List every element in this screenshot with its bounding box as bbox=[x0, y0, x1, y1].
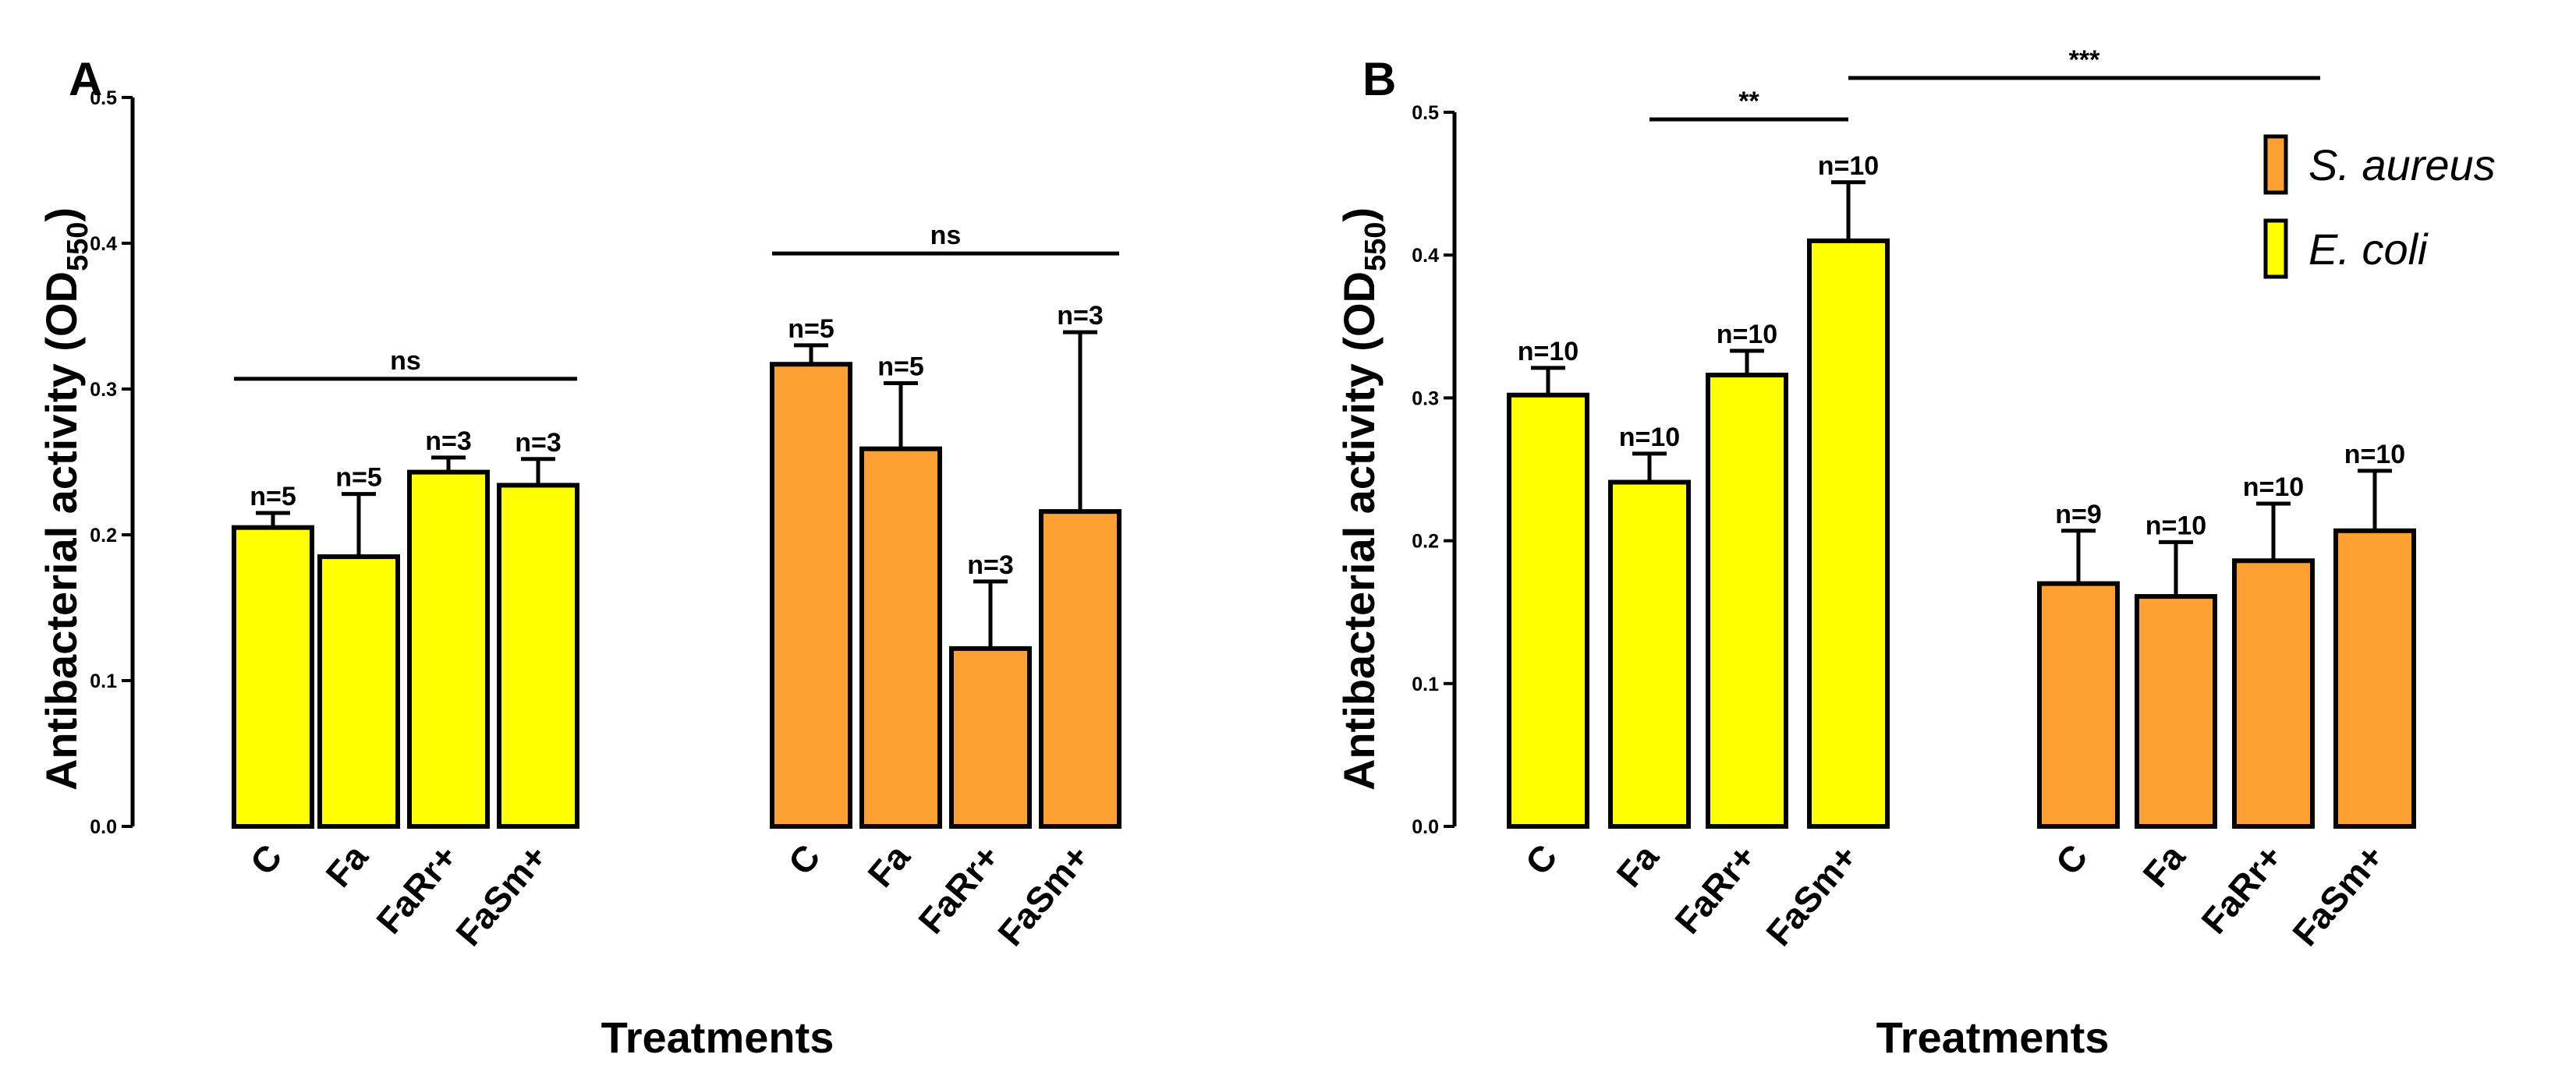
panel-a-significance-label: ns bbox=[390, 346, 421, 376]
panel-b-bar bbox=[2135, 594, 2217, 829]
panel-a-n-label: n=3 bbox=[967, 550, 1014, 580]
panel-a-bar bbox=[859, 446, 942, 829]
panel-b-x-tick-label: Fa bbox=[2135, 837, 2193, 895]
panel-b-bar bbox=[1507, 392, 1589, 829]
panel-b-x-tick-label: FaSm+ bbox=[1758, 837, 1866, 953]
panel-a-y-tick-label: 0.1 bbox=[90, 670, 117, 692]
panel-a-y-tick-label: 0.5 bbox=[90, 87, 117, 109]
panel-a-n-label: n=3 bbox=[425, 426, 472, 456]
panel-a-x-tick-label: FaSm+ bbox=[990, 837, 1097, 953]
panel-b-y-tick-label: 0.1 bbox=[1412, 674, 1439, 695]
panel-b-bar bbox=[2037, 581, 2120, 829]
panel-b-n-label: n=10 bbox=[2243, 472, 2304, 502]
panel-b-n-label: n=10 bbox=[2145, 511, 2206, 540]
panel-a-x-tick-label: C bbox=[780, 837, 827, 883]
panel-b-bar bbox=[1807, 238, 1890, 829]
panel-b-bar bbox=[2232, 558, 2315, 829]
panel-b-y-tick-label: 0.4 bbox=[1412, 245, 1439, 267]
panel-a-n-label: n=3 bbox=[515, 428, 562, 458]
panel-a-y-tick-label: 0.4 bbox=[90, 233, 117, 255]
panel-a-y-tick-label: 0.2 bbox=[90, 525, 117, 547]
panel-a-x-axis-title: Treatments bbox=[601, 1013, 834, 1062]
panel-a-n-label: n=3 bbox=[1057, 301, 1104, 331]
panel-b-n-label: n=10 bbox=[1518, 337, 1579, 366]
panel-b-x-tick-label: C bbox=[1517, 837, 1564, 883]
panel-b-x-tick-label: FaSm+ bbox=[2284, 837, 2392, 953]
panel-a-x-tick-label: FaSm+ bbox=[448, 837, 555, 953]
panel-b-x-tick-label: FaRr+ bbox=[2193, 837, 2290, 941]
panel-b-y-tick-label: 0.3 bbox=[1412, 387, 1439, 409]
panel-b-significance-label: *** bbox=[2069, 45, 2100, 75]
panel-a-bar bbox=[317, 554, 400, 829]
panel-b-n-label: n=10 bbox=[1818, 151, 1879, 181]
panel-a-bar bbox=[949, 646, 1032, 829]
panel-b-legend-label: E. coli bbox=[2308, 225, 2429, 274]
panel-a-x-tick-label: Fa bbox=[317, 837, 376, 895]
panel-b-bar bbox=[2333, 528, 2416, 829]
panel-a-x-tick-label: C bbox=[242, 837, 289, 883]
panel-a-bar bbox=[1039, 509, 1121, 830]
panel-a-y-tick-label: 0.3 bbox=[90, 379, 117, 401]
panel-b-y-tick-label: 0.0 bbox=[1412, 816, 1439, 838]
panel-a-letter: A bbox=[69, 53, 102, 105]
panel-b-x-tick-label: C bbox=[2047, 837, 2095, 883]
panel-a-bar bbox=[770, 362, 852, 829]
panel-a-n-label: n=5 bbox=[788, 314, 834, 344]
panel-b-bar bbox=[1706, 373, 1788, 829]
panel-a-y-tick-label: 0.0 bbox=[90, 816, 117, 838]
panel-a-n-label: n=5 bbox=[877, 352, 924, 382]
panel-b-legend-swatch bbox=[2263, 218, 2288, 279]
panel-a-bar bbox=[232, 525, 314, 830]
panel-a: A Antibacterial activity (OD550) Treatme… bbox=[37, 53, 1121, 1062]
panel-b-n-label: n=10 bbox=[1619, 423, 1680, 452]
panel-b-letter: B bbox=[1362, 53, 1396, 105]
panel-b-y-tick-label: 0.5 bbox=[1412, 102, 1439, 124]
panel-b-x-tick-label: Fa bbox=[1608, 837, 1667, 895]
panel-a-bar bbox=[497, 483, 579, 829]
panel-b-y-tick-label: 0.2 bbox=[1412, 531, 1439, 553]
panel-a-significance-label: ns bbox=[930, 221, 962, 250]
panel-b: B Antibacterial activity (OD550) Treatme… bbox=[1334, 45, 2496, 1062]
panel-b-n-label: n=10 bbox=[2344, 440, 2405, 469]
panel-a-x-tick-label: Fa bbox=[859, 837, 918, 895]
panel-a-y-axis-title: Antibacterial activity (OD550) bbox=[37, 207, 94, 791]
panel-b-bar bbox=[1608, 479, 1691, 829]
panel-b-n-label: n=10 bbox=[1717, 320, 1777, 349]
panel-a-n-label: n=5 bbox=[250, 482, 296, 511]
panel-b-legend-label: S. aureus bbox=[2308, 140, 2496, 189]
panel-a-n-label: n=5 bbox=[335, 463, 382, 493]
panel-b-legend-swatch bbox=[2263, 134, 2288, 195]
panel-a-bar bbox=[407, 469, 490, 830]
panel-b-n-label: n=9 bbox=[2055, 500, 2102, 529]
panel-b-x-axis-title: Treatments bbox=[1876, 1013, 2110, 1062]
panel-b-significance-label: ** bbox=[1738, 87, 1759, 116]
panel-b-x-tick-label: FaRr+ bbox=[1667, 837, 1763, 941]
panel-b-y-axis-title: Antibacterial activity (OD550) bbox=[1334, 207, 1392, 791]
